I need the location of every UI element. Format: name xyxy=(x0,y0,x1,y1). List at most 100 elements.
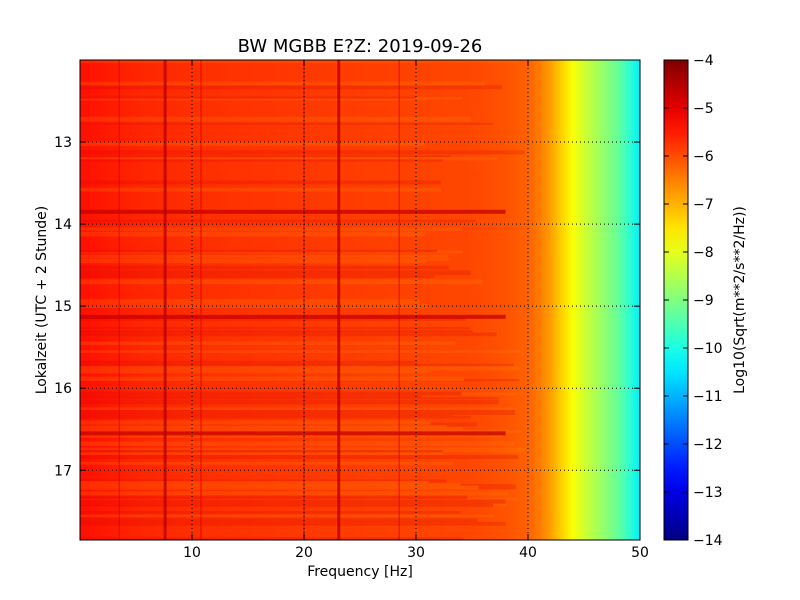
spectrogram-row-texture xyxy=(80,447,526,453)
spectrogram-row-texture xyxy=(80,397,499,400)
spectrogram-row-texture xyxy=(80,479,447,483)
spectrogram-row-texture xyxy=(80,341,456,345)
spectrogram-row-texture xyxy=(80,85,503,90)
spectrogram-row-texture xyxy=(80,249,438,253)
spectrogram-row-texture xyxy=(80,521,506,526)
x-tick-label: 30 xyxy=(407,545,425,561)
spectrogram-row-texture xyxy=(80,265,450,270)
spectrogram-row-texture xyxy=(80,258,427,264)
spectrogram-row-texture xyxy=(80,420,431,425)
spectrogram-row-texture xyxy=(80,219,476,223)
chart-title: BW MGBB E?Z: 2019-09-26 xyxy=(238,36,483,57)
spectrogram-row-texture xyxy=(80,98,429,101)
spectrogram-row-texture xyxy=(80,363,514,367)
spectrogram-row-texture xyxy=(80,376,465,381)
spectrogram-row-texture xyxy=(80,150,525,155)
weak-spectral-line xyxy=(200,60,202,540)
x-axis-ticks: 10 20 30 40 50 xyxy=(183,60,649,561)
colorbar-tick-label: −6 xyxy=(693,149,714,165)
spectrogram-row-texture xyxy=(80,274,435,278)
spectrogram-row-texture xyxy=(80,520,419,525)
x-tick-label: 50 xyxy=(631,545,649,561)
spectrogram-row-texture xyxy=(80,485,479,490)
spectrogram-row-texture xyxy=(80,410,515,413)
spectrogram-row-texture xyxy=(80,364,474,369)
spectrogram-row-texture xyxy=(80,231,425,237)
spectrogram-row-texture xyxy=(80,391,462,396)
spectrogram-row-texture xyxy=(80,392,517,396)
spectrogram-row-texture xyxy=(80,450,443,453)
spectrogram-row-texture xyxy=(80,159,443,162)
spectrogram-row-texture xyxy=(80,481,429,486)
spectrogram-background xyxy=(80,60,640,540)
colorbar-tick-label: −4 xyxy=(693,53,714,69)
horizontal-event-band xyxy=(80,431,506,436)
colorbar-tick-label: −7 xyxy=(693,197,714,213)
spectrogram-row-texture xyxy=(80,365,520,371)
spectrogram-row-texture xyxy=(80,329,473,333)
colorbar-tick-label: −10 xyxy=(693,341,723,357)
spectrogram-row-texture xyxy=(80,496,423,500)
colorbar-tick-label: −8 xyxy=(693,245,714,261)
spectrogram-row-texture xyxy=(80,97,462,100)
spectrogram-row-texture xyxy=(80,270,471,276)
spectrogram-row-texture xyxy=(80,502,507,507)
spectrogram-row-texture xyxy=(80,537,464,540)
spectrogram-row-texture xyxy=(80,155,451,161)
spectrogram-row-texture xyxy=(80,400,499,405)
spectrogram-row-texture xyxy=(80,60,431,63)
spectrogram-heatmap xyxy=(80,60,640,540)
spectrogram-row-texture xyxy=(80,409,516,415)
spectrogram-row-texture xyxy=(80,304,430,308)
spectrogram-row-texture xyxy=(80,329,473,332)
x-tick-label: 20 xyxy=(295,545,313,561)
spectrogram-row-texture xyxy=(80,427,463,432)
spectrogram-row-texture xyxy=(80,420,419,425)
spectrogram-row-texture xyxy=(80,484,516,490)
y-tick-label: 15 xyxy=(54,299,72,315)
spectrogram-row-texture xyxy=(80,254,448,258)
weak-spectral-line xyxy=(398,60,400,540)
spectrogram-row-texture xyxy=(80,503,494,507)
colorbar-label: Log10(Sqrt(m**2/s**2/Hz)) xyxy=(732,206,748,394)
spectrogram-row-texture xyxy=(80,326,470,330)
y-tick-label: 16 xyxy=(54,381,72,397)
colorbar-tick-label: −9 xyxy=(693,293,714,309)
colorbar-tick-label: −11 xyxy=(693,389,723,405)
spectrogram-row-texture xyxy=(80,410,476,415)
spectrogram-row-texture xyxy=(80,483,443,489)
colorbar-tick-label: −14 xyxy=(693,533,723,549)
spectrogram-row-texture xyxy=(80,350,522,353)
spectrogram-row-texture xyxy=(80,122,494,125)
colorbar-tick-label: −12 xyxy=(693,437,723,453)
spectrogram-row-texture xyxy=(80,96,417,100)
spectrogram-row-texture xyxy=(80,518,478,523)
spectrogram-row-texture xyxy=(80,510,461,514)
spectrogram-row-texture xyxy=(80,514,495,518)
spectrogram-row-texture xyxy=(80,433,502,438)
strong-spectral-line xyxy=(163,60,167,540)
spectrogram-row-texture xyxy=(80,279,483,285)
x-tick-label: 40 xyxy=(519,545,537,561)
colorbar-tick-label: −13 xyxy=(693,485,723,501)
spectrogram-row-texture xyxy=(80,454,519,460)
spectrogram-row-texture xyxy=(80,491,509,496)
spectrogram-row-texture xyxy=(80,299,420,304)
spectrogram-row-texture xyxy=(80,332,497,337)
x-axis-label: Frequency [Hz] xyxy=(307,564,413,580)
y-tick-label: 13 xyxy=(54,135,72,151)
plot-frame xyxy=(79,59,641,541)
x-tick-label: 10 xyxy=(183,545,201,561)
colorbar-tick-label: −5 xyxy=(693,101,714,117)
spectrogram-row-texture xyxy=(80,157,492,161)
spectrogram-row-texture xyxy=(80,538,441,540)
colorbar-ticks: −4 −5 −6 −7 −8 −9 −10 −11 −12 −13 −14 xyxy=(664,53,723,549)
spectrogram-row-texture xyxy=(80,499,506,504)
spectrogram-row-texture xyxy=(80,495,468,500)
spectrogram-row-texture xyxy=(80,187,441,192)
spectrogram-row-texture xyxy=(80,81,485,86)
spectrogram-texture xyxy=(80,60,526,540)
spectrogram-row-texture xyxy=(80,425,447,429)
